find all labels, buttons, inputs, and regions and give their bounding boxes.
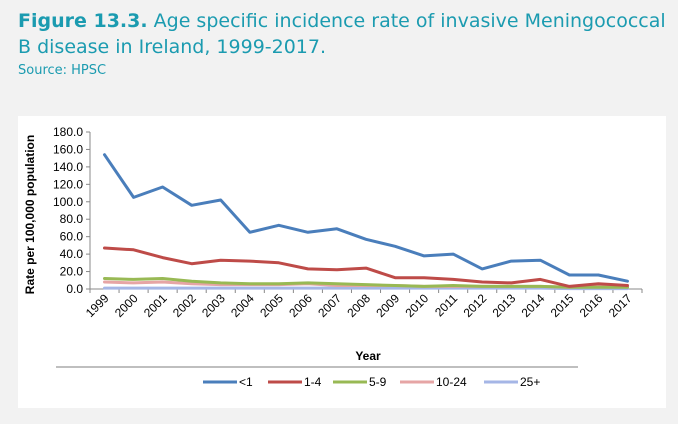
x-tick-label: 2005 — [257, 291, 286, 320]
y-tick-label: 80.0 — [60, 212, 84, 226]
y-tick-label: 0.0 — [66, 282, 83, 296]
x-tick-label: 2011 — [432, 291, 460, 319]
x-tick-label: 2012 — [461, 291, 490, 320]
series-line-5-9 — [103, 277, 629, 289]
chart-panel: 0.0 20.0 40.0 60.0 80.0 100.0 120.0 140.0 160.0 1… — [18, 116, 666, 408]
x-tick-label: 2010 — [402, 291, 431, 320]
series-line-25 — [103, 286, 629, 291]
x-tick-label: 2006 — [286, 291, 315, 320]
figure-title-text: Age specific incidence rate of invasive … — [18, 10, 666, 58]
figure-header: Figure 13.3. Age specific incidence rate… — [18, 8, 668, 78]
y-tick-label: 40.0 — [60, 247, 84, 261]
y-tick-label: 120.0 — [53, 177, 83, 191]
x-axis-ticks: 1999 2000 2001 2002 2003 2004 2005 2006 2007 2008… — [83, 291, 635, 320]
series-line-1 — [103, 153, 629, 283]
y-tick-label: 140.0 — [53, 160, 83, 174]
x-tick-label: 2016 — [577, 291, 606, 320]
x-tick-label: 2008 — [344, 291, 373, 320]
x-tick-label: 2017 — [606, 291, 635, 320]
x-axis-title: Year — [355, 349, 381, 363]
y-tick-label: 60.0 — [60, 230, 84, 244]
y-tick-label: 20.0 — [60, 265, 84, 279]
legend-label-1: <1 — [239, 375, 253, 389]
legend-label-10-24: 10-24 — [436, 375, 467, 389]
y-tick-label: 180.0 — [53, 125, 83, 139]
series-line-1-4 — [103, 246, 629, 288]
series-lines — [103, 153, 629, 291]
x-tick-label: 2002 — [170, 291, 199, 320]
figure-source: Source: HPSC — [18, 63, 107, 78]
x-tick-label: 1999 — [83, 291, 112, 320]
legend-label-1-4: 1-4 — [304, 375, 322, 389]
x-tick-label: 2013 — [490, 291, 519, 320]
x-tick-label: 2003 — [199, 291, 228, 320]
x-tick-label: 2000 — [112, 291, 141, 320]
x-tick-label: 2004 — [228, 291, 257, 320]
legend-label-5-9: 5-9 — [369, 375, 387, 389]
line-chart: 0.0 20.0 40.0 60.0 80.0 100.0 120.0 140.0 160.0 1… — [23, 125, 643, 389]
y-tick-label: 160.0 — [53, 142, 83, 156]
legend: <1 1-4 5-9 10-24 25+ — [203, 375, 540, 389]
x-tick-label: 2007 — [315, 291, 344, 320]
x-tick-label: 2009 — [373, 291, 402, 320]
figure-number: Figure 13.3. — [18, 10, 148, 32]
legend-label-25: 25+ — [520, 375, 540, 389]
figure-title: Figure 13.3. Age specific incidence rate… — [18, 8, 668, 60]
y-axis-title: Rate per 100,000 population — [23, 135, 37, 294]
x-tick-label: 2015 — [548, 291, 577, 320]
y-axis-ticks: 0.0 20.0 40.0 60.0 80.0 100.0 120.0 140.0 160.0 1… — [53, 125, 83, 296]
x-tick-label: 2014 — [519, 291, 548, 320]
y-tick-label: 100.0 — [53, 195, 83, 209]
x-tick-label: 2001 — [141, 291, 170, 320]
